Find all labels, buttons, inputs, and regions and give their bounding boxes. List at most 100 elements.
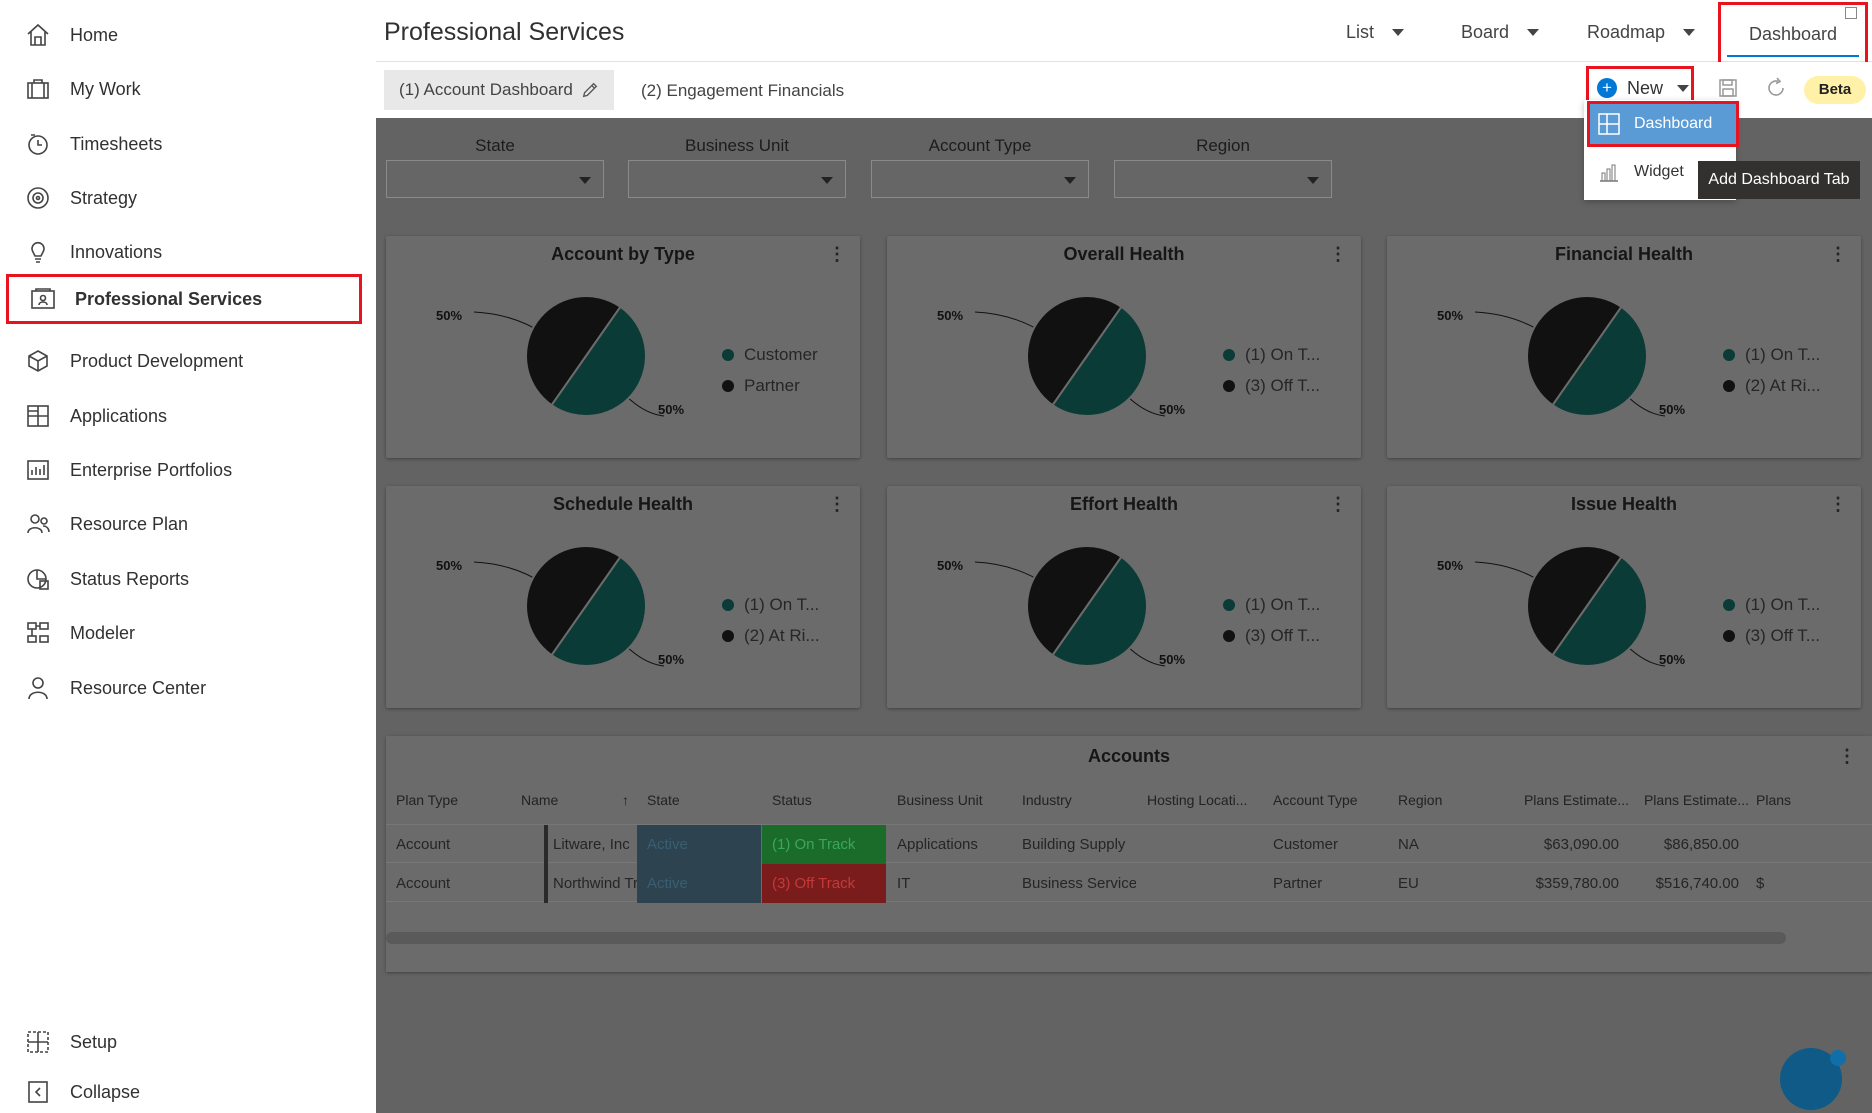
filter-region: Region (1114, 136, 1332, 198)
report-icon (24, 565, 52, 593)
sidebar-item-applications[interactable]: Applications (0, 390, 376, 442)
chevron-down-icon[interactable] (1683, 29, 1696, 36)
sidebar-item-resource-plan[interactable]: Resource Plan (0, 498, 376, 550)
sidebar-item-collapse[interactable]: Collapse (0, 1066, 376, 1113)
sidebar-item-resource-center[interactable]: Resource Center (0, 662, 376, 714)
legend-item[interactable]: Partner (722, 370, 818, 401)
column-header[interactable]: Hosting Locati... (1147, 792, 1248, 808)
table-cell[interactable]: Litware, Inc (544, 825, 670, 864)
column-header[interactable]: Name (521, 792, 559, 808)
slice-label: 50% (1437, 308, 1464, 323)
menu-item-widget[interactable]: Widget (1590, 152, 1736, 192)
more-options-icon[interactable]: ⋮ (828, 244, 846, 264)
column-header[interactable]: Plans Estimate... (1523, 792, 1629, 808)
legend-swatch (1223, 598, 1235, 611)
column-header[interactable]: Account Type (1273, 792, 1358, 808)
slice-label: 50% (937, 308, 964, 323)
sidebar-item-innovations[interactable]: Innovations (0, 226, 376, 278)
legend-label: (1) On T... (1745, 594, 1821, 614)
legend-item[interactable]: (2) At Ri... (1723, 370, 1821, 401)
view-tab-list[interactable]: List (1346, 22, 1405, 43)
more-options-icon[interactable]: ⋮ (828, 494, 846, 514)
sidebar-item-label: Professional Services (75, 288, 263, 309)
filter-label: Region (1196, 136, 1250, 155)
view-tab-board[interactable]: Board (1461, 22, 1540, 43)
sort-ascending-icon[interactable]: ↑ (622, 792, 629, 808)
legend-item[interactable]: (2) At Ri... (722, 620, 820, 651)
filter-select[interactable] (628, 160, 846, 198)
legend-item[interactable]: (3) Off T... (1723, 620, 1820, 651)
more-options-icon[interactable]: ⋮ (1838, 746, 1856, 766)
legend-swatch (1723, 598, 1735, 611)
legend-item[interactable]: (1) On T... (722, 589, 820, 620)
filter-select[interactable] (386, 160, 604, 198)
column-header[interactable]: Region (1398, 792, 1443, 808)
view-tab-roadmap[interactable]: Roadmap (1587, 22, 1696, 43)
chart-legend: Customer Partner (722, 339, 818, 401)
table-cell: Business Service (1022, 875, 1136, 892)
view-tab-dashboard[interactable]: Dashboard (1718, 2, 1868, 66)
chevron-down-icon[interactable] (1392, 29, 1405, 36)
pencil-icon[interactable] (581, 81, 599, 99)
column-header[interactable]: Status (772, 792, 812, 808)
tab-account-dashboard[interactable]: (1) Account Dashboard (384, 70, 614, 110)
menu-item-label: Widget (1634, 163, 1684, 180)
filter-select[interactable] (1114, 160, 1332, 198)
pie-slice (550, 555, 647, 667)
sidebar-item-label: Modeler (70, 622, 136, 643)
legend-item[interactable]: (3) Off T... (1223, 620, 1320, 651)
filter-label: Account Type (928, 136, 1032, 155)
sidebar-item-professional-services[interactable]: Professional Services (6, 274, 362, 324)
tab-engagement-financials[interactable]: (2) Engagement Financials (641, 81, 845, 100)
widget-card: Effort Health ⋮ 50% 50% (1) On T... (3) Off T… (887, 486, 1361, 708)
more-options-icon[interactable]: ⋮ (1829, 494, 1847, 514)
expand-icon[interactable] (1845, 7, 1857, 19)
sidebar-item-product-development[interactable]: Product Development (0, 335, 376, 387)
chevron-down-icon[interactable] (1527, 29, 1540, 36)
legend-item[interactable]: (1) On T... (1723, 589, 1820, 620)
legend-item[interactable]: Customer (722, 339, 818, 370)
legend-swatch (1223, 629, 1235, 642)
sidebar-item-strategy[interactable]: Strategy (0, 172, 376, 224)
more-options-icon[interactable]: ⋮ (1329, 494, 1347, 514)
column-header[interactable]: Plans (1756, 792, 1792, 808)
sidebar-item-home[interactable]: Home (0, 9, 376, 61)
legend-label: (1) On T... (1245, 344, 1321, 364)
column-header[interactable]: Plan Type (396, 792, 459, 808)
sidebar-item-timesheets[interactable]: Timesheets (0, 118, 376, 170)
more-options-icon[interactable]: ⋮ (1829, 244, 1847, 264)
sidebar-item-status-reports[interactable]: Status Reports (0, 553, 376, 605)
clock-icon (24, 130, 52, 158)
slice-label: 50% (1659, 652, 1686, 667)
table-cell: Customer (1273, 836, 1339, 853)
view-tab-label: Board (1461, 22, 1510, 42)
save-icon[interactable] (1718, 78, 1738, 98)
column-header[interactable]: Industry (1022, 792, 1072, 808)
slice-label: 50% (658, 652, 685, 667)
column-header[interactable]: Business Unit (897, 792, 983, 808)
legend-item[interactable]: (1) On T... (1223, 339, 1320, 370)
legend-swatch (722, 629, 734, 642)
legend-item[interactable]: (1) On T... (1723, 339, 1821, 370)
sidebar-item-setup[interactable]: Setup (0, 1016, 376, 1068)
slice-label: 50% (436, 308, 463, 323)
menu-item-dashboard[interactable]: Dashboard (1587, 101, 1739, 147)
people-icon (24, 510, 52, 538)
person-icon (24, 674, 52, 702)
sidebar-item-my-work[interactable]: My Work (0, 63, 376, 115)
cube-icon (24, 347, 52, 375)
sidebar-item-enterprise-portfolios[interactable]: Enterprise Portfolios (0, 444, 376, 496)
column-header[interactable]: State (647, 792, 680, 808)
filter-select[interactable] (871, 160, 1089, 198)
more-options-icon[interactable]: ⋮ (1329, 244, 1347, 264)
legend-item[interactable]: (1) On T... (1223, 589, 1320, 620)
legend-item[interactable]: (3) Off T... (1223, 370, 1320, 401)
column-header[interactable]: Plans Estimate... (1643, 792, 1749, 808)
refresh-icon[interactable] (1765, 77, 1787, 99)
new-label: New (1627, 77, 1664, 98)
horizontal-scrollbar[interactable] (386, 932, 1786, 944)
widget-card: Issue Health ⋮ 50% 50% (1) On T... (3) Off T.… (1387, 486, 1861, 708)
dashboard-icon (1598, 113, 1620, 135)
sidebar-item-modeler[interactable]: Modeler (0, 607, 376, 659)
legend-swatch (1723, 629, 1735, 642)
